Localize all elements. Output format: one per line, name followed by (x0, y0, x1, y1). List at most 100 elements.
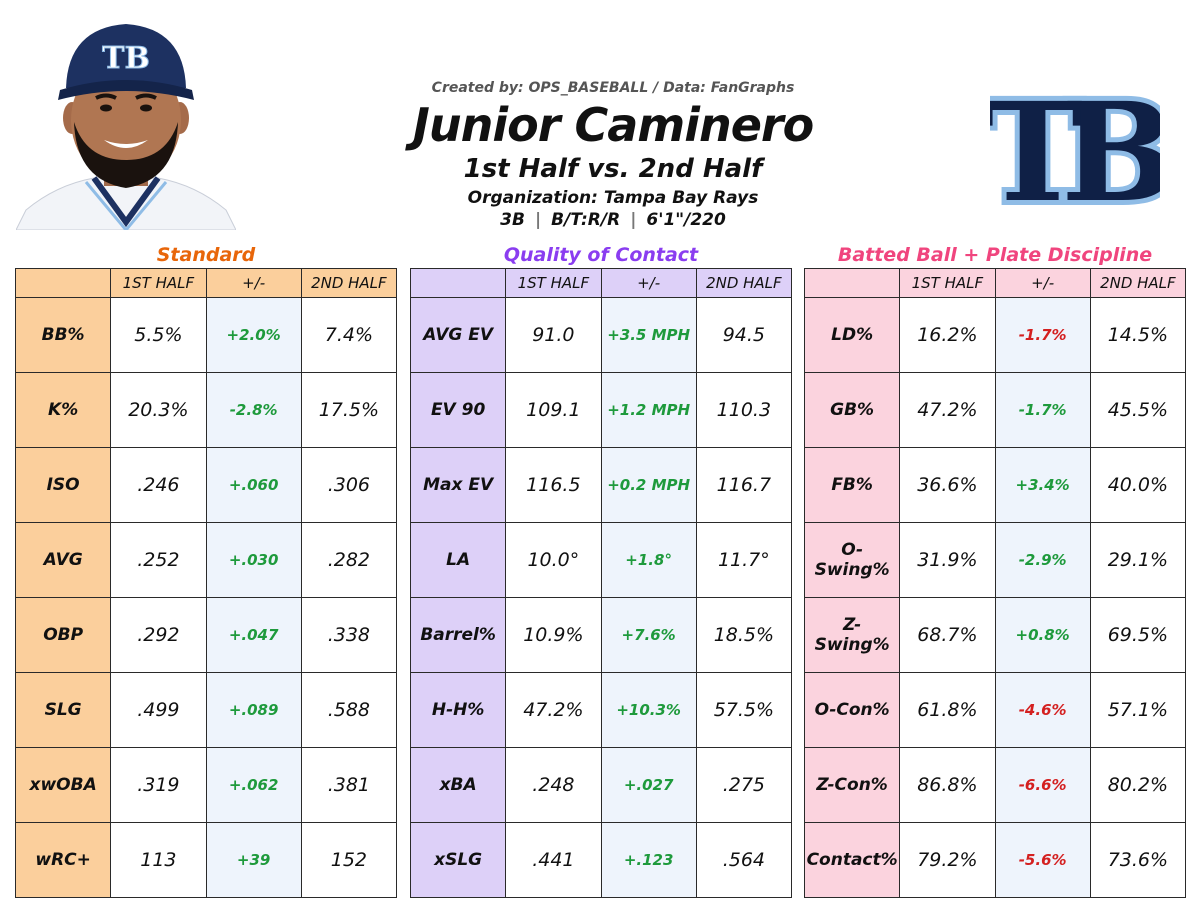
table-row: xSLG .441 +.123.564 (409, 822, 793, 898)
table-row: AVG EV 91.0 +3.5 MPH 94.5 (409, 297, 793, 373)
first-half-value: .248 (505, 747, 602, 823)
stat-label: Barrel% (409, 597, 507, 673)
team-logo: TB TB (977, 68, 1196, 238)
diff-value: +.060 (205, 447, 302, 523)
subtitle: 1st Half vs. 2nd Half (463, 154, 763, 184)
stat-label: AVG (14, 522, 112, 598)
diff-value: +2.0% (205, 297, 302, 373)
organization: Organization: Tampa Bay Rays (467, 188, 759, 208)
table-row: O-Swing% 31.9% -2.9% 29.1% (803, 522, 1187, 598)
header-diff: +/- (994, 268, 1091, 298)
second-half-value: 11.7° (695, 522, 793, 598)
table-row: EV 90 109.1 +1.2 MPH 110.3 (409, 372, 793, 448)
table-row: wRC+ 113 +39 152 (14, 822, 398, 898)
stat-label: AVG EV (409, 297, 507, 373)
header-second-half: 2ND HALF (1089, 268, 1187, 298)
diff-value: +.089 (205, 672, 302, 748)
batted-table: 1ST HALF +/- 2ND HALF LD% 16.2% -1.7% 14.5%… (803, 268, 1187, 898)
diff-value: +0.2 MPH (600, 447, 697, 523)
diff-value: -2.8% (205, 372, 302, 448)
second-half-value: 7.4% (300, 297, 398, 373)
svg-text:TB: TB (990, 73, 1160, 220)
second-half-value: 17.5% (300, 372, 398, 448)
table-row: LA 10.0° +1.8° 11.7° (409, 522, 793, 598)
first-half-value: 5.5% (110, 297, 207, 373)
table-row: Z-Swing% 68.7% +0.8% 69.5% (803, 597, 1187, 673)
player-photo: TB (15, 10, 237, 233)
batted-title: Batted Ball + Plate Discipline (837, 244, 1153, 266)
second-half-value: .381 (300, 747, 398, 823)
second-half-value: 45.5% (1089, 372, 1187, 448)
header-diff: +/- (600, 268, 697, 298)
header-label (14, 268, 112, 298)
table-row: H-H% 47.2% +10.3% 57.5% (409, 672, 793, 748)
stat-label: SLG (14, 672, 112, 748)
first-half-value: 86.8% (899, 747, 996, 823)
first-half-value: 91.0 (505, 297, 602, 373)
table-row: BB% 5.5% +2.0% 7.4% (14, 297, 398, 373)
header-first-half: 1ST HALF (505, 268, 602, 298)
stat-label: H-H% (409, 672, 507, 748)
separator: | (534, 210, 542, 230)
first-half-value: 61.8% (899, 672, 996, 748)
stat-label: wRC+ (14, 822, 112, 898)
first-half-value: .252 (110, 522, 207, 598)
diff-value: +10.3% (600, 672, 697, 748)
position: 3B (500, 210, 525, 230)
diff-value: +0.8% (994, 597, 1091, 673)
stat-label: OBP (14, 597, 112, 673)
stat-label: xBA (409, 747, 507, 823)
second-half-value: 57.5% (695, 672, 793, 748)
first-half-value: .292 (110, 597, 207, 673)
standard-table: 1ST HALF +/- 2ND HALF BB% 5.5% +2.0% 7.4% K%… (14, 268, 398, 898)
diff-value: +.027 (600, 747, 697, 823)
header-label (803, 268, 901, 298)
stat-label: LD% (803, 297, 901, 373)
diff-value: +7.6% (600, 597, 697, 673)
table-row: GB% 47.2% -1.7% 45.5% (803, 372, 1187, 448)
diff-value: +39 (205, 822, 302, 898)
header-first-half: 1ST HALF (110, 268, 207, 298)
credit-line: Created by: OPS_BASEBALL / Data: FanGrap… (431, 80, 795, 96)
stat-label: FB% (803, 447, 901, 523)
stat-label: LA (409, 522, 507, 598)
cap-logo: TB (102, 41, 150, 76)
second-half-value: 94.5 (695, 297, 793, 373)
table-row: OBP .292 +.047.338 (14, 597, 398, 673)
table-row: FB% 36.6% +3.4% 40.0% (803, 447, 1187, 523)
stat-label: O-Swing% (803, 522, 901, 598)
second-half-value: .282 (300, 522, 398, 598)
first-half-value: .499 (110, 672, 207, 748)
quality-title: Quality of Contact (503, 244, 699, 266)
diff-value: -1.7% (994, 297, 1091, 373)
stat-label: K% (14, 372, 112, 448)
second-half-value: .338 (300, 597, 398, 673)
table-row: xBA .248 +.027.275 (409, 747, 793, 823)
table-row: xwOBA .319 +.062.381 (14, 747, 398, 823)
stat-label: ISO (14, 447, 112, 523)
table-row: SLG .499 +.089.588 (14, 672, 398, 748)
stat-label: GB% (803, 372, 901, 448)
header-second-half: 2ND HALF (695, 268, 793, 298)
quality-panel: Quality of Contact 1ST HALF +/- 2ND HALF… (409, 240, 793, 898)
stat-label: BB% (14, 297, 112, 373)
second-half-value: 18.5% (695, 597, 793, 673)
first-half-value: 16.2% (899, 297, 996, 373)
second-half-value: .588 (300, 672, 398, 748)
bats-throws: B/T:R/R (551, 210, 621, 230)
first-half-value: 109.1 (505, 372, 602, 448)
second-half-value: .564 (695, 822, 793, 898)
standard-panel: Standard 1ST HALF +/- 2ND HALF BB% 5.5% +2… (14, 240, 398, 898)
first-half-value: .246 (110, 447, 207, 523)
diff-value: +1.2 MPH (600, 372, 697, 448)
first-half-value: 47.2% (505, 672, 602, 748)
second-half-value: 152 (300, 822, 398, 898)
second-half-value: 57.1% (1089, 672, 1187, 748)
header-diff: +/- (205, 268, 302, 298)
second-half-value: 80.2% (1089, 747, 1187, 823)
table-row: Barrel% 10.9% +7.6% 18.5% (409, 597, 793, 673)
separator: | (630, 210, 637, 230)
first-half-value: 116.5 (505, 447, 602, 523)
table-row: ISO .246 +.060.306 (14, 447, 398, 523)
second-half-value: .275 (695, 747, 793, 823)
